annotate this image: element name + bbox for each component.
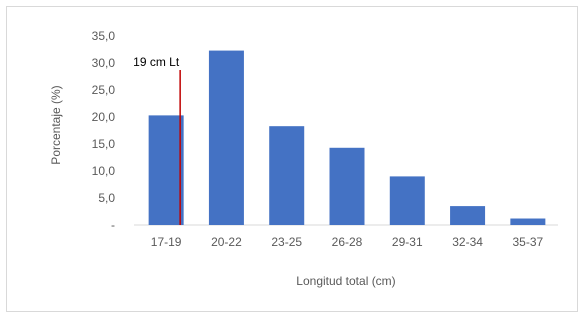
y-tick-label: 30,0: [92, 56, 116, 70]
annotation-label: 19 cm Lt: [133, 55, 180, 69]
y-tick-label: -: [111, 218, 115, 232]
bar: [208, 50, 244, 225]
x-tick-label: 26-28: [332, 235, 363, 249]
bar: [148, 115, 184, 225]
x-tick-label: 20-22: [211, 235, 242, 249]
x-tick-label: 29-31: [392, 235, 423, 249]
y-axis-title: Porcentaje (%): [49, 85, 63, 164]
y-tick-label: 25,0: [92, 83, 116, 97]
y-tick-label: 20,0: [92, 110, 116, 124]
bar: [329, 147, 365, 225]
x-axis-title: Longitud total (cm): [296, 274, 395, 288]
bar: [450, 206, 486, 225]
bar: [269, 126, 305, 225]
y-tick-label: 10,0: [92, 164, 116, 178]
x-tick-label: 17-19: [151, 235, 182, 249]
y-tick-label: 35,0: [92, 29, 116, 43]
y-tick-label: 15,0: [92, 137, 116, 151]
bar: [510, 218, 546, 225]
x-tick-label: 23-25: [271, 235, 302, 249]
x-tick-label: 35-37: [513, 235, 544, 249]
bar: [389, 176, 425, 225]
y-tick-label: 5,0: [98, 191, 115, 205]
x-tick-label: 32-34: [452, 235, 483, 249]
